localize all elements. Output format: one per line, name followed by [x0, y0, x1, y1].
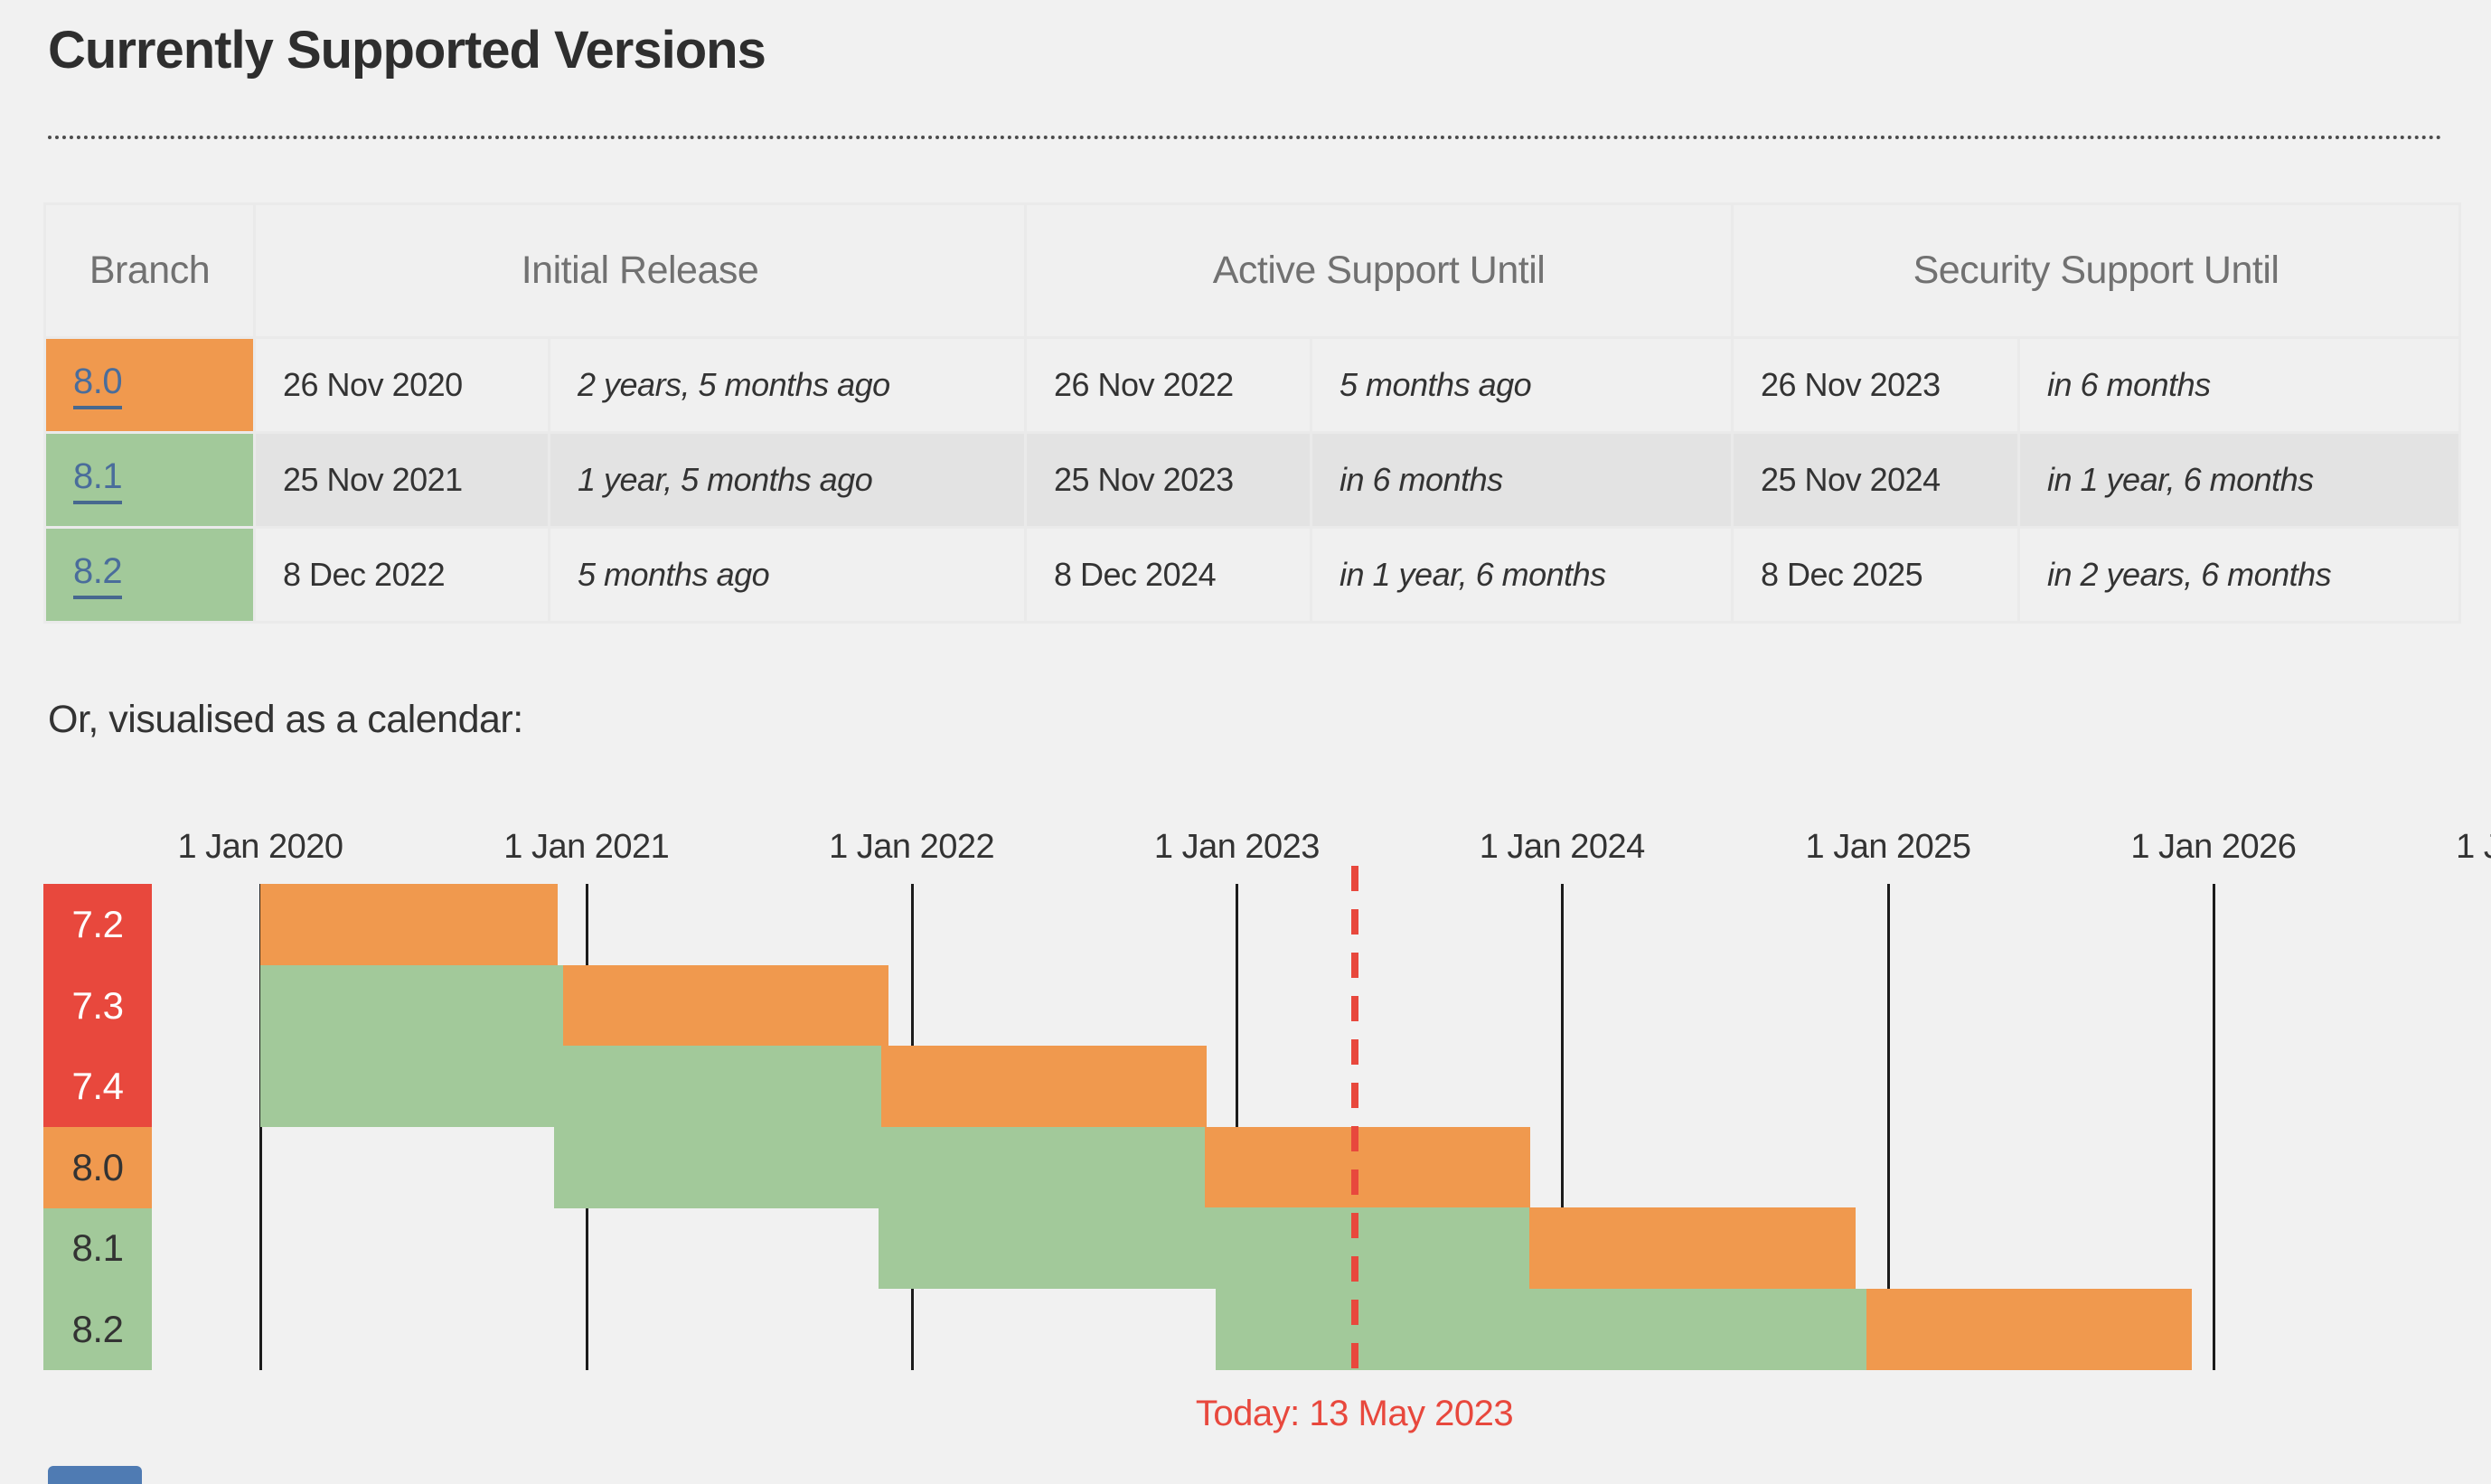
initial-release-relative-cell: 1 year, 5 months ago	[548, 431, 1027, 529]
branch-row-label: 8.2	[71, 1308, 124, 1350]
support-bar-security	[260, 884, 559, 965]
support-bar-active	[260, 965, 564, 1047]
supported-versions-table: Branch Initial Release Active Support Un…	[43, 202, 2462, 624]
branch-link-8.1[interactable]: 8.1	[73, 456, 123, 504]
table-row: 8.2 8 Dec 2022 5 months ago 8 Dec 2024 i…	[43, 526, 2462, 624]
axis-tick-label: 1 Jan 2026	[2130, 828, 2297, 866]
year-gridline	[259, 884, 262, 1370]
year-gridline	[2212, 884, 2215, 1370]
support-bar-active	[879, 1207, 1529, 1289]
col-header-security-support: Security Support Until	[1730, 202, 2462, 339]
axis-tick-label: 1 Jan 2024	[1479, 828, 1646, 866]
initial-release-date-cell: 26 Nov 2020	[253, 336, 550, 434]
axis-tick-label: 1 Jan 2022	[829, 828, 995, 866]
axis-tick-label: 1 Jan 2021	[503, 828, 670, 866]
partial-blue-element	[48, 1466, 142, 1484]
branch-cell: 8.2	[43, 526, 256, 624]
support-bar-active	[554, 1127, 1205, 1208]
axis-tick-label: 1 Jan 2023	[1153, 828, 1321, 866]
axis-tick-label: 1 Jan 2020	[177, 828, 343, 866]
security-support-date-cell: 25 Nov 2024	[1731, 431, 2020, 529]
support-bar-security	[881, 1046, 1207, 1127]
branch-label-block-active	[43, 1208, 152, 1370]
branch-row-label: 7.3	[71, 984, 124, 1027]
today-marker-line	[1350, 866, 1358, 1370]
support-bar-security	[1866, 1289, 2193, 1370]
active-support-relative-cell: in 6 months	[1310, 431, 1734, 529]
today-label: Today: 13 May 2023	[1195, 1394, 1514, 1433]
security-support-relative-cell: in 1 year, 6 months	[2016, 431, 2462, 529]
active-support-relative-cell: 5 months ago	[1310, 336, 1734, 434]
branch-row-label: 7.4	[71, 1065, 124, 1107]
active-support-date-cell: 26 Nov 2022	[1024, 336, 1312, 434]
security-support-date-cell: 26 Nov 2023	[1731, 336, 2020, 434]
branch-row-label: 7.2	[71, 903, 124, 945]
branch-cell: 8.0	[43, 336, 256, 434]
initial-release-date-cell: 8 Dec 2022	[253, 526, 550, 624]
year-gridline	[1236, 884, 1239, 1370]
support-bar-active	[1215, 1289, 1867, 1370]
support-bar-security	[1204, 1127, 1530, 1208]
branch-link-8.0[interactable]: 8.0	[73, 362, 123, 409]
branch-link-8.2[interactable]: 8.2	[73, 551, 123, 599]
branch-label-block-security	[43, 1127, 152, 1208]
col-header-initial-release: Initial Release	[253, 202, 1027, 339]
calendar-intro-text: Or, visualised as a calendar:	[48, 698, 523, 741]
security-support-relative-cell: in 2 years, 6 months	[2016, 526, 2462, 624]
branch-label-block-eol	[43, 884, 152, 1127]
branch-row-label: 8.0	[71, 1146, 124, 1188]
year-gridline	[1887, 884, 1891, 1370]
table-header-row: Branch Initial Release Active Support Un…	[43, 202, 2462, 339]
initial-release-relative-cell: 2 years, 5 months ago	[548, 336, 1027, 434]
support-bar-active	[260, 1046, 882, 1127]
axis-tick-label: 1 Jan 2027	[2456, 828, 2491, 866]
table-row: 8.0 26 Nov 2020 2 years, 5 months ago 26…	[43, 336, 2462, 434]
security-support-date-cell: 8 Dec 2025	[1731, 526, 2020, 624]
active-support-date-cell: 25 Nov 2023	[1024, 431, 1312, 529]
initial-release-date-cell: 25 Nov 2021	[253, 431, 550, 529]
active-support-date-cell: 8 Dec 2024	[1024, 526, 1312, 624]
year-gridline	[585, 884, 588, 1370]
security-support-relative-cell: in 6 months	[2016, 336, 2462, 434]
year-gridline	[910, 884, 914, 1370]
page-title: Currently Supported Versions	[48, 21, 766, 80]
axis-tick-label: 1 Jan 2025	[1805, 828, 1972, 866]
col-header-branch: Branch	[43, 202, 256, 339]
branch-row-label: 8.1	[71, 1226, 124, 1269]
active-support-relative-cell: in 1 year, 6 months	[1310, 526, 1734, 624]
support-bar-security	[563, 965, 888, 1047]
support-bar-security	[1528, 1207, 1856, 1289]
table-row: 8.1 25 Nov 2021 1 year, 5 months ago 25 …	[43, 431, 2462, 529]
title-divider	[48, 136, 2443, 139]
initial-release-relative-cell: 5 months ago	[548, 526, 1027, 624]
year-gridline	[1561, 884, 1565, 1370]
branch-cell: 8.1	[43, 431, 256, 529]
col-header-active-support: Active Support Until	[1024, 202, 1734, 339]
